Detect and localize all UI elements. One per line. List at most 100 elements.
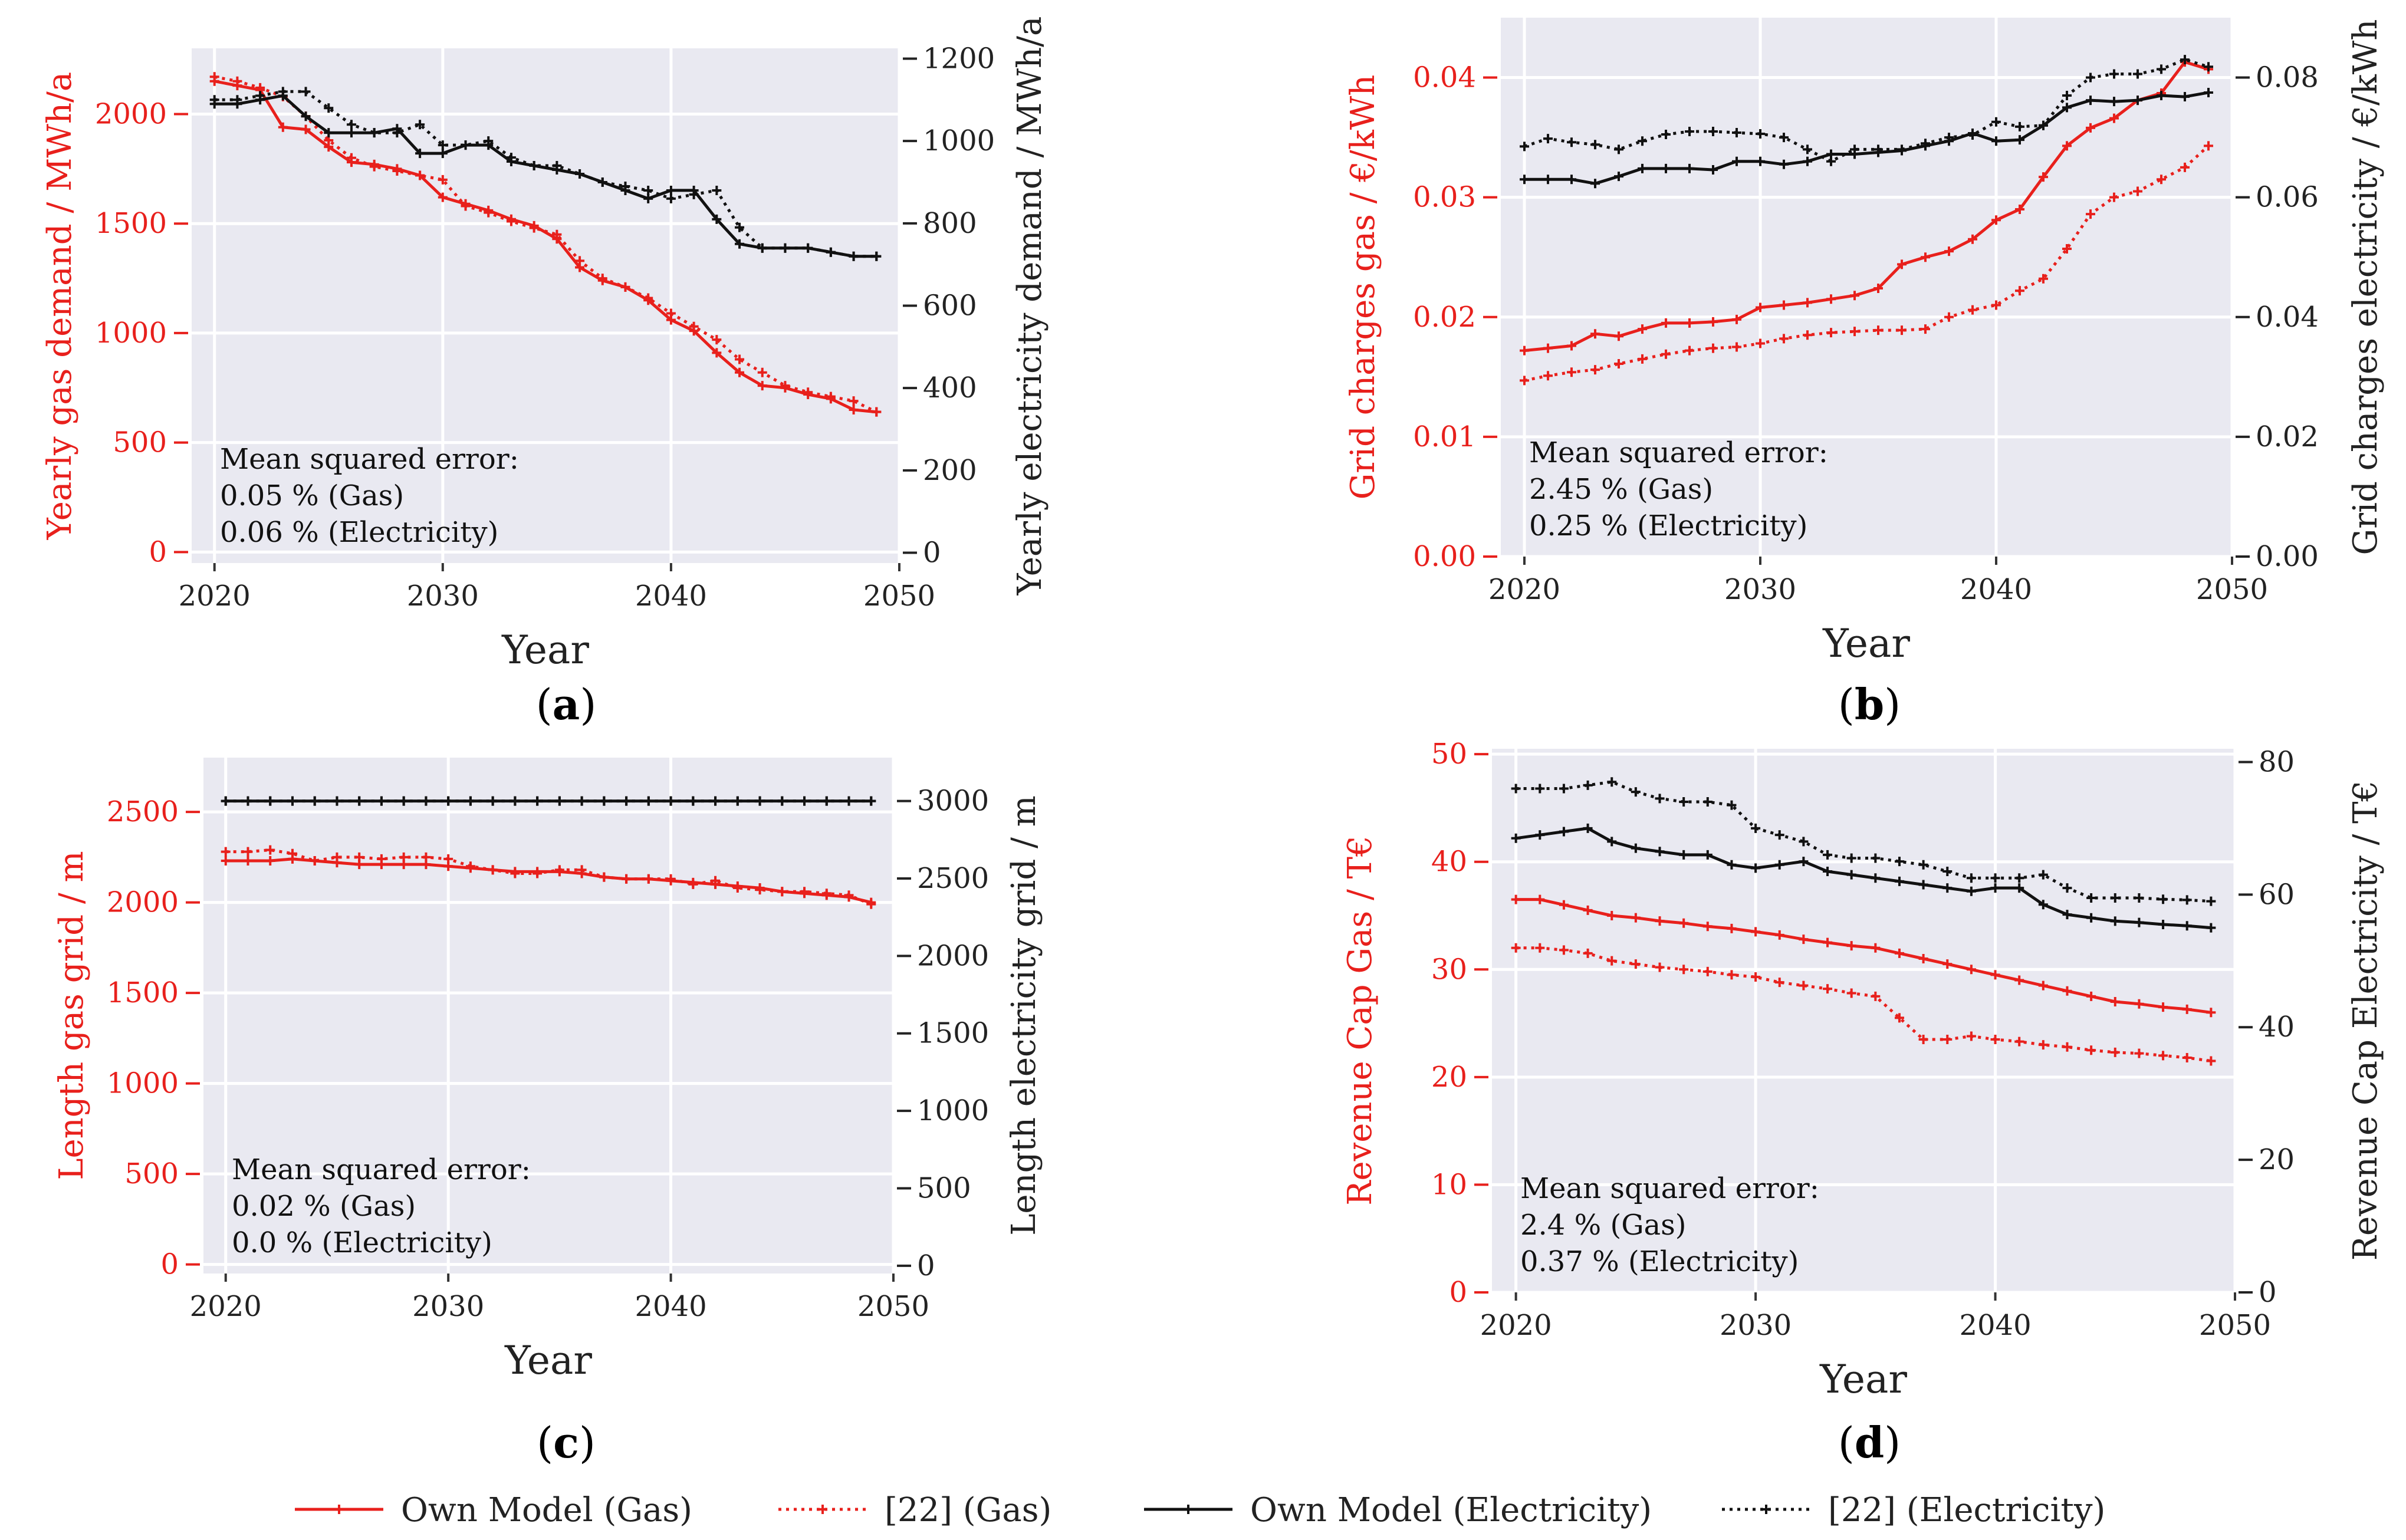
data-point bbox=[1732, 156, 1741, 166]
data-point bbox=[301, 111, 311, 121]
data-point bbox=[1655, 962, 1665, 972]
data-point bbox=[1991, 300, 2001, 310]
data-point bbox=[643, 193, 653, 203]
data-point bbox=[232, 76, 242, 86]
data-point bbox=[488, 796, 498, 806]
data-point bbox=[1921, 139, 1930, 149]
data-point bbox=[1990, 873, 2000, 883]
data-point bbox=[688, 796, 698, 806]
data-point bbox=[1846, 941, 1856, 951]
data-point bbox=[1966, 886, 1976, 896]
chart-panel-d: 2020 2030 2040 205001020304050020406080Reve… bbox=[1341, 738, 2385, 1467]
data-point bbox=[1727, 970, 1737, 980]
y-left-tick-label: 0.03 bbox=[1413, 181, 1476, 214]
data-point bbox=[415, 149, 425, 159]
series--22-gas- bbox=[209, 72, 882, 417]
data-point bbox=[712, 335, 722, 345]
data-point bbox=[399, 852, 409, 862]
data-point bbox=[1803, 330, 1812, 340]
data-point bbox=[1894, 876, 1904, 886]
data-point bbox=[2062, 910, 2072, 920]
legend-marker bbox=[1184, 1505, 1193, 1514]
legend-item-4: [22] (Electricity) bbox=[1722, 1491, 2105, 1529]
data-point bbox=[689, 189, 699, 199]
y-right-tick-label: 200 bbox=[923, 454, 977, 487]
data-point bbox=[2204, 62, 2213, 72]
data-point bbox=[849, 251, 859, 261]
data-point bbox=[2086, 1045, 2096, 1055]
data-point bbox=[1607, 956, 1617, 966]
data-point bbox=[1655, 794, 1665, 804]
data-point bbox=[643, 874, 653, 884]
data-point bbox=[2182, 895, 2192, 905]
legend-label: Own Model (Gas) bbox=[401, 1491, 692, 1529]
y-left-axis-title: Length gas grid / m bbox=[52, 851, 91, 1180]
data-point bbox=[1799, 837, 1809, 847]
mse-line: 0.06 % (Electricity) bbox=[220, 516, 498, 549]
data-point bbox=[844, 796, 854, 806]
chart-panel-c: 2020 2030 2040 2050 0 500 1000 1500 2000 2500 0 500… bbox=[52, 758, 1043, 1467]
data-point bbox=[529, 161, 539, 171]
data-point bbox=[1871, 991, 1881, 1001]
data-point bbox=[1567, 367, 1576, 377]
data-point bbox=[821, 796, 831, 806]
series-own-model-gas- bbox=[1520, 57, 2213, 356]
data-point bbox=[866, 899, 876, 909]
data-point bbox=[1679, 850, 1689, 860]
data-point bbox=[2182, 921, 2192, 931]
data-point bbox=[461, 201, 471, 211]
data-point bbox=[2038, 900, 2048, 910]
data-point bbox=[510, 868, 520, 878]
data-point bbox=[1850, 144, 1859, 154]
legend-item-3: Own Model (Electricity) bbox=[1144, 1491, 1652, 1529]
mse-line: Mean squared error: bbox=[232, 1153, 531, 1186]
data-point bbox=[821, 889, 831, 899]
y-right-tick-label: 20 bbox=[2259, 1143, 2295, 1176]
data-point bbox=[2015, 135, 2024, 145]
data-point bbox=[2086, 209, 2095, 219]
series--22-gas- bbox=[1511, 943, 2216, 1066]
legend-label: [22] (Gas) bbox=[885, 1491, 1051, 1529]
x-tick-label: 2030 bbox=[407, 580, 479, 613]
data-point bbox=[465, 861, 475, 871]
mse-line: Mean squared error: bbox=[1520, 1172, 1819, 1205]
data-point bbox=[1607, 777, 1617, 787]
data-point bbox=[1846, 853, 1856, 863]
legend-label: [22] (Electricity) bbox=[1828, 1491, 2105, 1529]
data-point bbox=[1966, 873, 1976, 883]
data-point bbox=[866, 796, 876, 806]
data-point bbox=[1631, 913, 1641, 923]
data-point bbox=[1991, 215, 2001, 225]
y-right-tick-label: 400 bbox=[923, 371, 977, 404]
data-point bbox=[757, 367, 767, 377]
data-point bbox=[533, 868, 543, 878]
data-point bbox=[1614, 172, 1623, 182]
data-point bbox=[2206, 896, 2216, 906]
y-left-tick-label: 500 bbox=[124, 1157, 179, 1190]
data-point bbox=[1823, 867, 1833, 877]
y-left-tick-label: 30 bbox=[1431, 953, 1467, 986]
y-right-tick-label: 2500 bbox=[917, 862, 989, 895]
legend-marker bbox=[818, 1505, 827, 1514]
mse-annotation: Mean squared error:0.05 % (Gas) 0.06 % (E… bbox=[220, 443, 519, 549]
data-point bbox=[2134, 999, 2144, 1009]
data-point bbox=[1779, 300, 1789, 310]
data-point bbox=[800, 887, 810, 897]
data-point bbox=[1679, 965, 1689, 975]
data-point bbox=[2180, 92, 2190, 102]
data-point bbox=[735, 367, 745, 377]
data-point bbox=[1511, 784, 1521, 794]
data-point bbox=[2038, 1040, 2048, 1050]
y-left-tick-label: 1500 bbox=[107, 976, 179, 1009]
data-point bbox=[872, 251, 882, 261]
mse-line: 2.45 % (Gas) bbox=[1529, 473, 1713, 506]
data-point bbox=[2157, 64, 2166, 74]
data-point bbox=[1567, 137, 1576, 147]
y-right-tick-label: 3000 bbox=[917, 785, 989, 818]
data-point bbox=[1823, 937, 1833, 947]
y-right-axis-title: Length electricity grid / m bbox=[1005, 795, 1043, 1236]
data-point bbox=[2134, 917, 2144, 927]
data-point bbox=[1732, 342, 1741, 352]
legend: Own Model (Gas) [22] (Gas) Own Model (Elec… bbox=[295, 1491, 2105, 1529]
y-right-tick-label: 80 bbox=[2259, 745, 2295, 778]
